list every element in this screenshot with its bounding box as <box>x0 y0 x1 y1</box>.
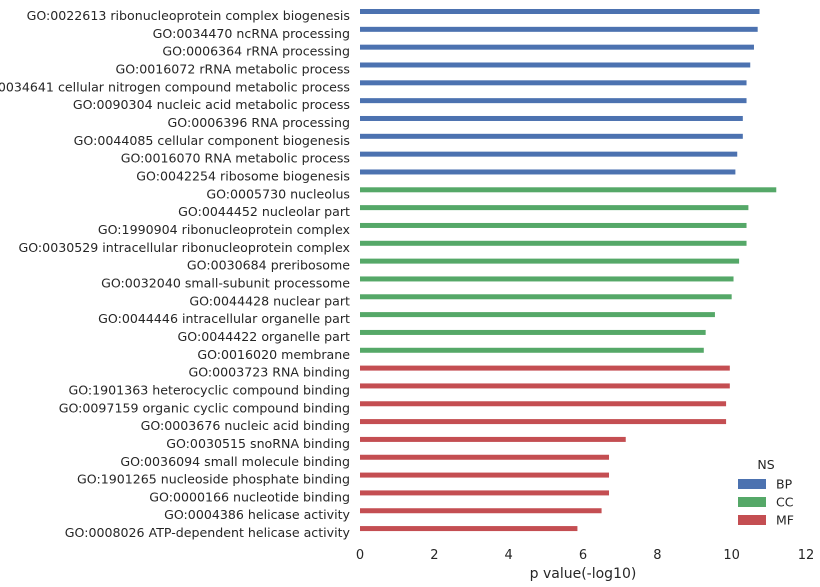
category-label: GO:0090304 nucleic acid metabolic proces… <box>73 97 350 112</box>
category-label: GO:0044452 nucleolar part <box>178 204 350 219</box>
category-label: GO:0006396 RNA processing <box>168 115 350 130</box>
category-label: GO:0000166 nucleotide binding <box>149 489 350 504</box>
legend: NS BP CC MF <box>738 457 794 528</box>
category-label: GO:1901265 nucleoside phosphate binding <box>77 472 350 487</box>
bar-mf <box>360 419 727 425</box>
bar-cc <box>360 258 740 264</box>
category-label: GO:0044085 cellular component biogenesis <box>74 133 350 148</box>
category-label: GO:0034470 ncRNA processing <box>153 26 350 41</box>
bar-cc <box>360 347 704 353</box>
category-label: GO:1901363 heterocyclic compound binding <box>68 382 350 397</box>
bar-mf <box>360 472 610 478</box>
x-tick-label: 6 <box>579 548 587 563</box>
category-label: GO:0006364 rRNA processing <box>162 44 350 59</box>
legend-title: NS <box>757 457 774 472</box>
bar-mf <box>360 526 578 532</box>
category-label: GO:0044422 organelle part <box>178 329 351 344</box>
category-label: GO:0044446 intracellular organelle part <box>98 311 350 326</box>
bar-bp <box>360 26 758 32</box>
x-tick-label: 0 <box>356 548 364 563</box>
category-label: GO:0003676 nucleic acid binding <box>141 418 350 433</box>
bar-bp <box>360 44 754 50</box>
category-label: GO:0034641 cellular nitrogen compound me… <box>0 79 350 94</box>
x-tick-label: 10 <box>723 548 740 563</box>
legend-swatch-bp <box>738 479 766 489</box>
category-label: GO:0022613 ribonucleoprotein complex bio… <box>27 8 350 23</box>
bar-cc <box>360 276 734 282</box>
bar-bp <box>360 133 743 139</box>
bar-bp <box>360 169 736 175</box>
bar-cc <box>360 294 732 300</box>
category-label: GO:0004386 helicase activity <box>164 507 350 522</box>
bar-mf <box>360 365 730 371</box>
bar-mf <box>360 490 610 496</box>
bar-bp <box>360 80 747 86</box>
legend-swatch-cc <box>738 497 766 507</box>
bar-bp <box>360 9 760 14</box>
category-label: GO:0097159 organic cyclic compound bindi… <box>59 400 350 415</box>
category-label: GO:0030515 snoRNA binding <box>166 436 350 451</box>
category-label: GO:0008026 ATP-dependent helicase activi… <box>65 525 351 540</box>
category-label: GO:0032040 small-subunit processome <box>101 275 350 290</box>
bar-mf <box>360 508 602 514</box>
legend-label-mf: MF <box>776 513 794 528</box>
legend-swatch-mf <box>738 515 766 525</box>
category-label: GO:0016072 rRNA metabolic process <box>116 61 350 76</box>
bar-bp <box>360 62 751 68</box>
legend-label-bp: BP <box>776 477 793 492</box>
bar-mf <box>360 383 730 389</box>
bar-cc <box>360 187 777 193</box>
legend-label-cc: CC <box>776 495 794 510</box>
x-tick-label: 2 <box>430 548 438 563</box>
category-label: GO:0030529 intracellular ribonucleoprote… <box>18 240 350 255</box>
category-label: GO:0042254 ribosome biogenesis <box>136 168 350 183</box>
x-tick-label: 4 <box>505 548 513 563</box>
bar-mf <box>360 436 626 442</box>
bar-cc <box>360 312 715 318</box>
legend-entries: BP CC MF <box>738 477 794 528</box>
bars-group <box>360 9 777 532</box>
category-label: GO:0036094 small molecule binding <box>120 454 350 469</box>
bar-mf <box>360 454 610 460</box>
category-label: GO:0016070 RNA metabolic process <box>121 151 350 166</box>
bar-cc <box>360 205 749 211</box>
bar-mf <box>360 401 727 407</box>
bar-cc <box>360 329 706 335</box>
category-label: GO:0030684 preribosome <box>187 258 350 273</box>
x-tick-label: 8 <box>653 548 661 563</box>
bar-bp <box>360 115 743 121</box>
bar-cc <box>360 222 747 228</box>
category-label: GO:0044428 nuclear part <box>189 293 350 308</box>
x-axis-ticks-group: 0 2 4 6 8 10 12 <box>356 548 814 563</box>
bar-cc <box>360 240 747 246</box>
category-label: GO:0003723 RNA binding <box>188 365 350 380</box>
bar-bp <box>360 151 738 157</box>
x-tick-label: 12 <box>798 548 815 563</box>
category-labels-group: GO:0022613 ribonucleoprotein complex bio… <box>0 8 351 540</box>
x-axis-label: p value(-log10) <box>530 566 637 582</box>
category-label: GO:0005730 nucleolus <box>206 186 350 201</box>
category-label: GO:0016020 membrane <box>197 347 350 362</box>
category-label: GO:1990904 ribonucleoprotein complex <box>98 222 351 237</box>
bar-bp <box>360 98 747 104</box>
